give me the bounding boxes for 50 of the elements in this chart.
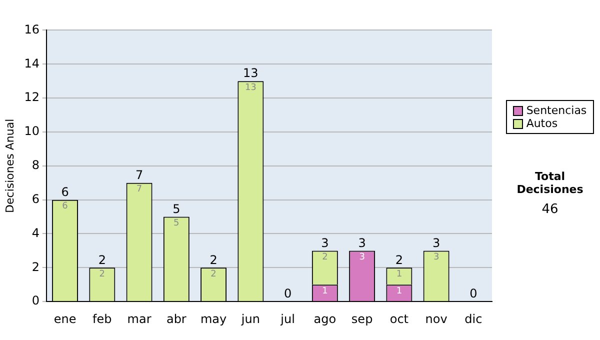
x-tick-label: ene [54, 312, 76, 326]
x-tick-label: may [200, 312, 227, 326]
text: Total Decisiones [516, 170, 584, 196]
total-label: 3 [432, 236, 440, 250]
total-label: 6 [61, 184, 69, 199]
total-label: 2 [98, 252, 106, 267]
data-label: 6 [62, 202, 68, 212]
data-label: 2 [322, 252, 328, 263]
data-label: 2 [99, 270, 106, 280]
y-tick-label: 10 [24, 124, 40, 138]
y-tick-label: 8 [32, 158, 40, 172]
x-tick-label: feb [92, 312, 112, 326]
x-tick-label: abr [166, 312, 186, 326]
total-label: 3 [358, 236, 366, 250]
total-label: 2 [210, 252, 218, 267]
y-tick-label: 16 [24, 22, 40, 36]
y-tick-label: 6 [32, 192, 40, 206]
y-axis-title: Decisiones Anual [3, 118, 16, 213]
total-label: 3 [321, 236, 329, 250]
x-tick-label: jul [280, 312, 295, 326]
x-tick-label: ago [314, 312, 336, 326]
x-tick-label: sep [351, 312, 373, 326]
x-tick-label: jun [240, 312, 260, 326]
x-tick-label: nov [425, 312, 448, 326]
x-tick-label: mar [127, 312, 152, 326]
total-label: 7 [135, 168, 144, 182]
data-label: 3 [433, 252, 440, 263]
x-tick-label: oct [390, 312, 409, 326]
total-label: 13 [243, 66, 258, 80]
data-label: 1 [322, 286, 328, 296]
data-label: 1 [396, 286, 402, 296]
legend-label: Sentencias [526, 104, 587, 117]
total-label: 0 [470, 286, 478, 301]
total-label: 0 [284, 286, 292, 301]
data-label: 5 [174, 218, 180, 229]
total-label: 2 [395, 252, 403, 267]
y-tick-label: 14 [24, 56, 40, 70]
data-label: 13 [244, 82, 256, 93]
y-tick-label: 0 [32, 294, 40, 308]
data-label: 1 [396, 270, 402, 280]
text: 46 [540, 202, 560, 217]
x-tick-label: dic [464, 312, 482, 326]
total-label: 5 [172, 202, 180, 216]
data-label: 7 [136, 184, 142, 195]
legend-label: Autos [526, 117, 558, 130]
y-tick-label: 12 [24, 90, 40, 104]
data-label: 3 [359, 252, 365, 263]
data-label: 2 [210, 270, 216, 280]
y-tick-label: 2 [32, 260, 40, 274]
y-tick-label: 4 [32, 226, 40, 240]
